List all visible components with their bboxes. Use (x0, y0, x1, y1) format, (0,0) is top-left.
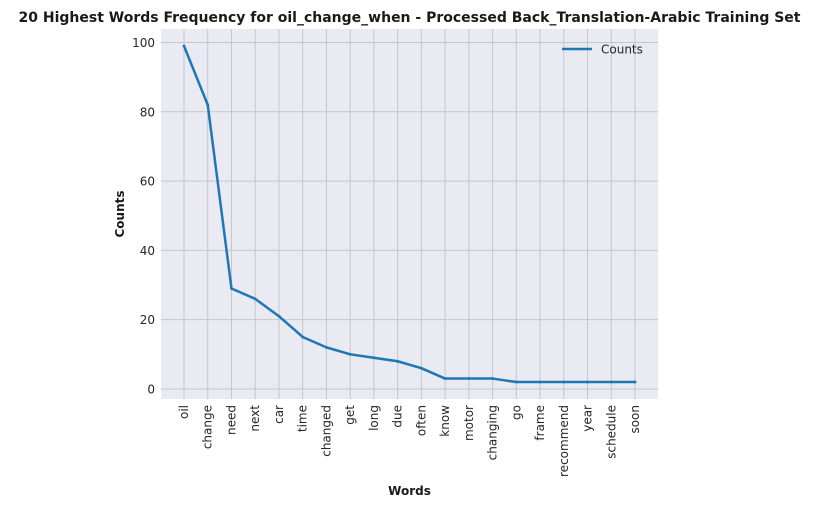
x-tick-label: changing (486, 405, 500, 460)
y-tick-label: 40 (140, 244, 155, 258)
x-tick-label: know (438, 405, 452, 437)
x-tick-label: motor (462, 405, 476, 441)
x-tick-label: long (367, 405, 381, 431)
series-layer (182, 44, 637, 384)
y-tick-label: 60 (140, 175, 155, 189)
x-axis-label: Words (388, 484, 431, 498)
data-point (514, 380, 518, 384)
data-point (538, 380, 542, 384)
x-tick-label: recommend (557, 405, 571, 477)
data-point (419, 366, 423, 370)
y-tick-label: 80 (140, 105, 155, 119)
data-point (609, 380, 613, 384)
data-point (491, 377, 494, 380)
x-tick-label: get (343, 405, 357, 425)
data-point (586, 380, 589, 384)
y-tick-label: 20 (140, 313, 155, 327)
y-axis-ticks: 0 20 40 60 80 100 (132, 36, 155, 396)
x-tick-label: change (201, 405, 215, 449)
plot-area (161, 29, 658, 399)
y-axis-label: Counts (113, 190, 127, 237)
x-tick-label: often (414, 405, 428, 436)
x-tick-label: car (272, 405, 286, 424)
x-tick-label: oil (177, 405, 191, 419)
x-tick-label: soon (628, 405, 642, 434)
x-tick-label: frame (533, 405, 547, 441)
data-point (277, 314, 281, 318)
data-point (325, 345, 328, 349)
data-point (206, 103, 210, 107)
data-point (443, 377, 447, 380)
data-point (230, 287, 233, 290)
data-point (562, 380, 566, 384)
data-point (467, 377, 471, 380)
x-tick-label: go (509, 405, 523, 420)
data-point (396, 359, 400, 363)
x-tick-label: next (248, 405, 262, 432)
y-tick-label: 100 (132, 36, 155, 50)
x-tick-label: schedule (604, 405, 618, 459)
y-tick-label: 0 (147, 382, 155, 396)
legend-label: Counts (601, 43, 643, 57)
legend: Counts (562, 43, 643, 57)
grid (161, 29, 658, 399)
x-tick-label: time (296, 405, 310, 432)
series-line-counts (182, 44, 637, 384)
data-point (372, 356, 376, 360)
data-point (253, 297, 257, 301)
data-point (301, 335, 305, 339)
x-axis-ticks: oil change need next car time changed get long du… (177, 405, 642, 477)
data-point (633, 380, 637, 384)
x-tick-label: need (224, 405, 238, 435)
data-point (182, 44, 186, 48)
data-point (348, 352, 352, 356)
x-tick-label: year (581, 405, 595, 432)
chart-title: 20 Highest Words Frequency for oil_chang… (19, 10, 801, 26)
x-tick-label: due (391, 405, 405, 428)
x-tick-label: changed (319, 405, 333, 457)
